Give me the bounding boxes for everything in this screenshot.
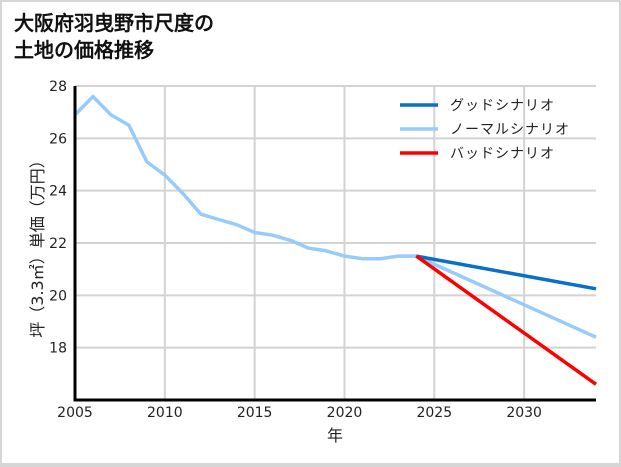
y-tick-label: 20: [49, 288, 67, 304]
y-tick-label: 28: [49, 79, 67, 95]
y-tick-label: 24: [49, 184, 67, 200]
x-tick-label: 2010: [147, 405, 183, 421]
x-tick-label: 2030: [506, 405, 542, 421]
series-line: [73, 94, 597, 339]
x-tick-label: 2025: [416, 405, 452, 421]
chart-title-line1: 大阪府羽曳野市尺度の: [14, 11, 214, 35]
legend-label: グッドシナリオ: [450, 98, 555, 114]
x-tick-label: 2015: [237, 405, 273, 421]
y-tick-label: 26: [49, 131, 67, 147]
data-lines: [73, 94, 598, 386]
x-axis-label: 年: [327, 426, 343, 445]
chart-title-line2: 土地の価格推移: [14, 38, 154, 62]
axes: [73, 86, 596, 402]
x-tick-label: 2005: [57, 405, 93, 421]
legend-label: ノーマルシナリオ: [450, 122, 570, 138]
y-axis-label: 坪（3.3㎡）単価（万円）: [28, 152, 47, 337]
chart-title: 大阪府羽曳野市尺度の 土地の価格推移: [14, 10, 214, 64]
x-tick-label: 2020: [327, 405, 363, 421]
series-line: [415, 254, 598, 386]
y-tick-label: 18: [49, 341, 67, 357]
tick-labels: 18 20 22 24 26 28 2005 2010 2015 2020 2025 2030: [49, 79, 542, 421]
series-line: [415, 254, 597, 291]
y-tick-label: 22: [49, 236, 67, 252]
legend-label: バッドシナリオ: [450, 146, 555, 162]
